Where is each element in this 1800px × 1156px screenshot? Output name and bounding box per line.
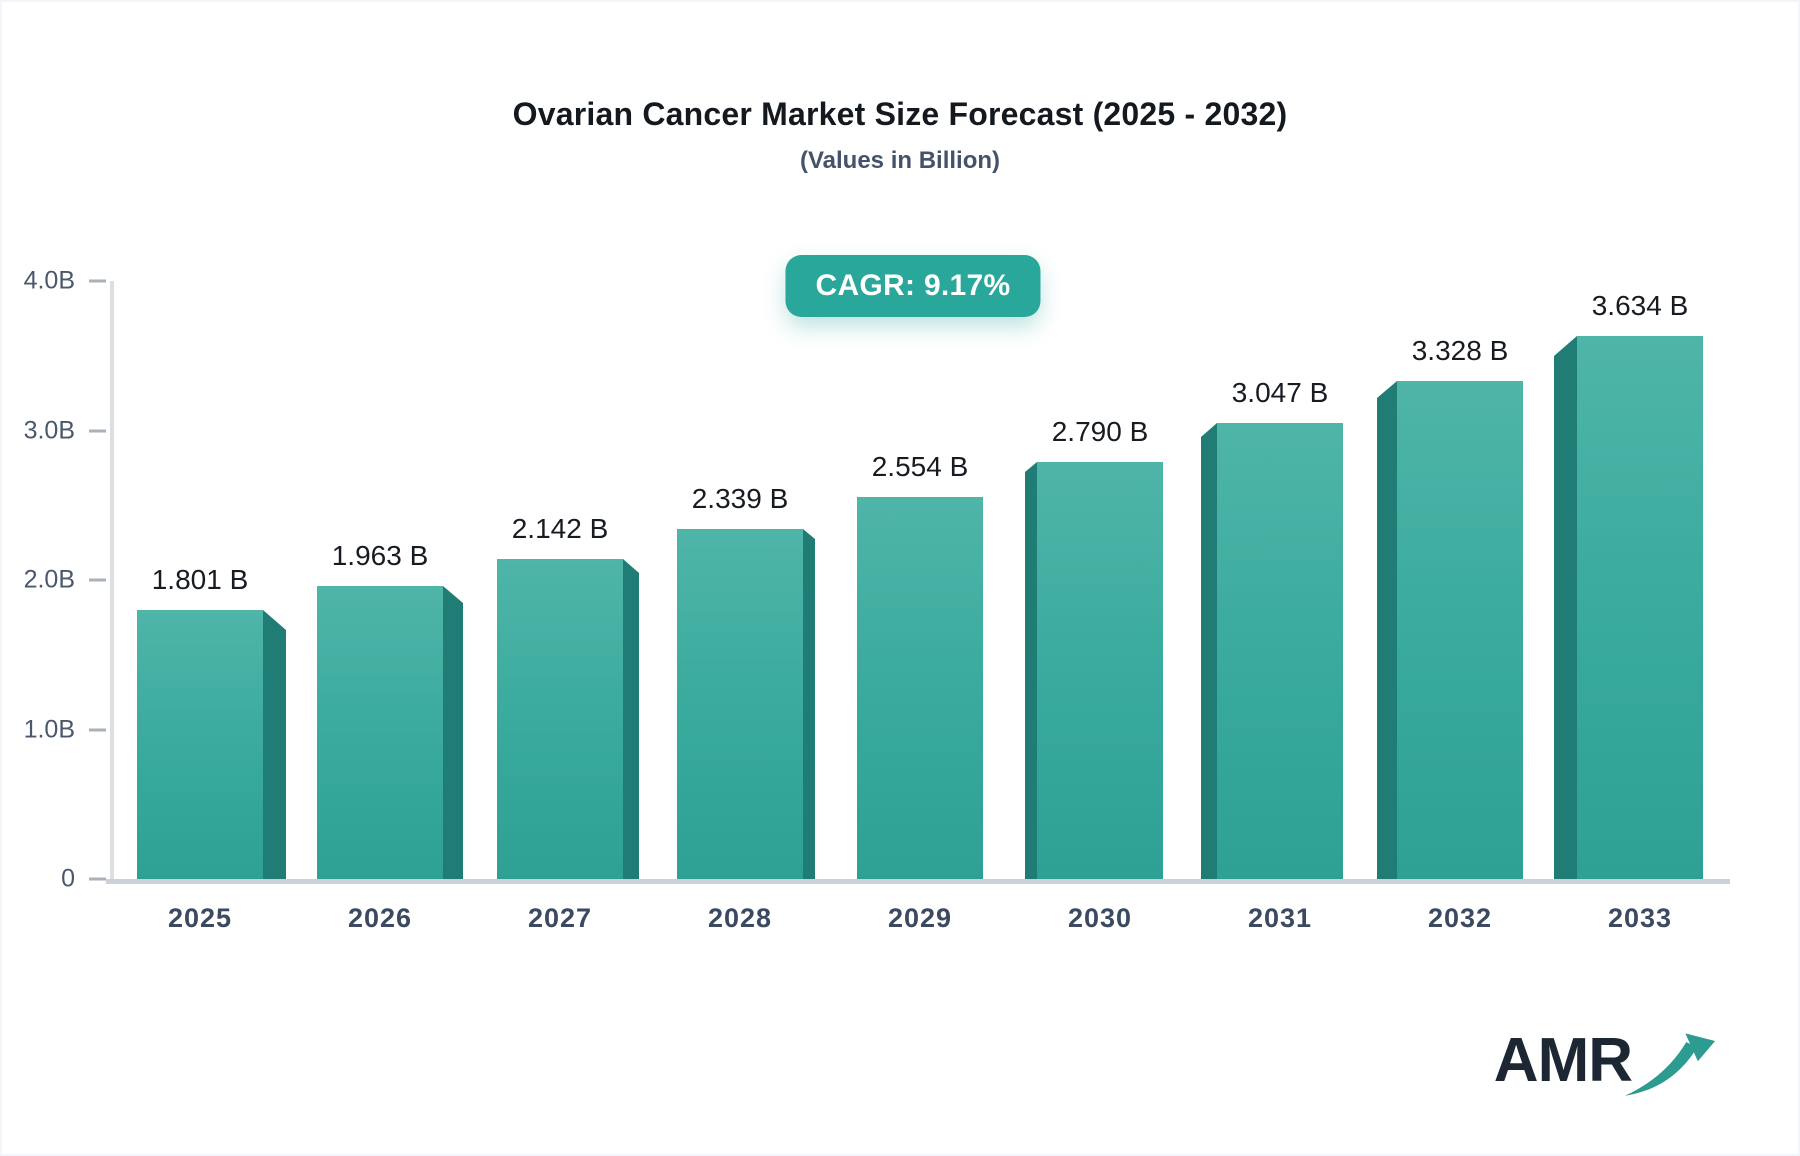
bar-3d-side [263, 610, 286, 879]
y-tick-mark [89, 728, 106, 731]
x-axis-label-2030: 2030 [1067, 903, 1133, 933]
bar-3d-side [1025, 462, 1037, 879]
bar-face [1397, 381, 1523, 879]
x-axis-label-2026: 2026 [347, 903, 413, 933]
y-tick-mark [89, 877, 106, 881]
brand-logo: AMR [1494, 1030, 1718, 1100]
bar-3d-side [1201, 423, 1217, 879]
chart-title: Ovarian Cancer Market Size Forecast (202… [512, 96, 1288, 132]
bar-2025: 1.801 B 2025 [137, 564, 286, 933]
x-axis-label-2031: 2031 [1247, 903, 1313, 933]
bar-slot-2033: 3.634 B 2033 [1550, 281, 1730, 933]
y-tick: 1.0B [17, 715, 106, 744]
chart-subtitle: (Values in Billion) [799, 147, 1001, 174]
cagr-badge: CAGR: 9.17% [785, 255, 1041, 317]
bar-face [497, 559, 623, 879]
bar-2029: 2.554 B 2029 [857, 451, 983, 933]
bar-slot-2030: 2.790 B 2030 [1010, 281, 1190, 933]
bar-3d-side [803, 529, 815, 879]
y-tick-label: 1.0B [23, 715, 75, 743]
bar-value-label: 2.554 B [871, 451, 969, 482]
y-tick-label: 2.0B [23, 565, 75, 594]
trending-up-arrow-icon [1624, 1033, 1716, 1096]
brand-logo-text: AMR [1493, 1026, 1633, 1095]
x-axis-label-2025: 2025 [167, 903, 233, 933]
bar-slot-2026: 1.963 B 2026 [290, 281, 470, 933]
y-tick-mark [89, 578, 106, 582]
bar-face [1217, 423, 1343, 879]
bar-slot-2027: 2.142 B 2027 [470, 281, 650, 933]
bar-value-label: 2.142 B [511, 513, 609, 544]
y-tick-mark [89, 429, 106, 432]
bar-value-label: 2.790 B [1051, 416, 1149, 447]
bar-value-label: 3.328 B [1411, 335, 1509, 366]
bar-value-label: 2.339 B [691, 483, 789, 514]
bar-face [1037, 462, 1163, 879]
bar-slot-2032: 3.328 B 2032 [1370, 281, 1550, 933]
bar-2032: 3.328 B 2032 [1377, 335, 1523, 933]
y-tick-label: 4.0B [23, 266, 75, 295]
bar-3d-side [443, 586, 463, 879]
bar-value-label: 3.047 B [1231, 377, 1329, 408]
y-tick-label: 0 [61, 864, 75, 893]
bar-2026: 1.963 B 2026 [317, 540, 463, 933]
x-axis-label-2027: 2027 [527, 903, 593, 933]
bar-value-label: 3.634 B [1591, 290, 1689, 321]
bar-face [677, 529, 803, 879]
y-tick: 4.0B [17, 267, 106, 296]
bar-value-label: 1.801 B [151, 564, 249, 595]
bar-2033: 3.634 B 2033 [1554, 290, 1703, 933]
x-axis-label-2028: 2028 [707, 903, 773, 933]
bar-face [317, 586, 443, 879]
bar-slot-2029: 2.554 B 2029 [830, 281, 1010, 933]
y-tick-label: 3.0B [23, 416, 75, 444]
bars-layer: 1.801 B 2025 1.963 B 2026 2.142 B 2027 2.339 B… [110, 281, 1730, 933]
y-tick: 3.0B [17, 416, 106, 445]
bar-2028: 2.339 B 2028 [677, 483, 815, 933]
bar-face [137, 610, 263, 879]
bar-2031: 3.047 B 2031 [1201, 377, 1343, 933]
y-axis-line [110, 281, 114, 879]
x-axis-label-2032: 2032 [1427, 903, 1493, 933]
y-tick: 0 [17, 865, 106, 894]
bar-3d-side [623, 559, 639, 879]
bar-3d-side [1554, 336, 1577, 879]
bar-value-label: 1.963 B [331, 540, 429, 571]
x-axis-label-2029: 2029 [887, 903, 953, 933]
x-axis-label-2033: 2033 [1607, 903, 1673, 933]
bar-slot-2025: 1.801 B 2025 [110, 281, 290, 933]
bar-2027: 2.142 B 2027 [497, 513, 639, 933]
bar-3d-side [1377, 381, 1397, 879]
x-axis-line [106, 879, 1730, 884]
bar-slot-2028: 2.339 B 2028 [650, 281, 830, 933]
bar-2030: 2.790 B 2030 [1025, 416, 1163, 933]
y-tick: 2.0B [17, 566, 106, 595]
bar-face [1577, 336, 1703, 879]
y-tick-mark [89, 279, 106, 283]
bar-slot-2031: 3.047 B 2031 [1190, 281, 1370, 933]
bar-face [857, 497, 983, 879]
plot-area: 4.0B 3.0B 2.0B 1.0B 0 1.801 B 2025 1.963 B 2026… [24, 267, 1730, 933]
